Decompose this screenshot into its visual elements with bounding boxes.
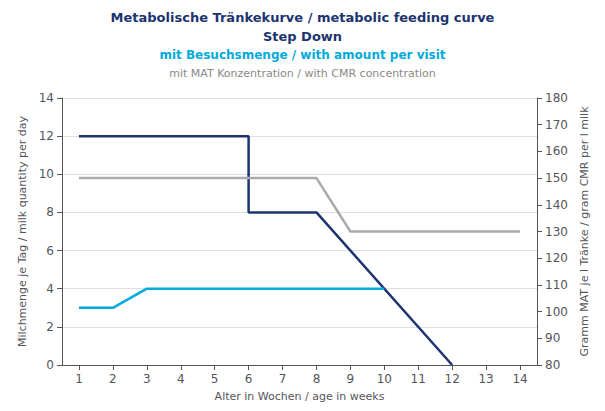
svg-text:Step Down: Step Down bbox=[263, 29, 342, 44]
svg-text:11: 11 bbox=[411, 372, 426, 386]
svg-text:3: 3 bbox=[143, 372, 151, 386]
svg-text:Metabolische Tränkekurve / met: Metabolische Tränkekurve / metabolic fee… bbox=[111, 10, 495, 25]
svg-text:180: 180 bbox=[545, 91, 568, 105]
svg-text:170: 170 bbox=[545, 118, 568, 132]
svg-text:1: 1 bbox=[75, 372, 83, 386]
svg-text:0: 0 bbox=[46, 358, 54, 372]
svg-text:6: 6 bbox=[46, 244, 54, 258]
svg-text:90: 90 bbox=[545, 331, 560, 345]
svg-text:6: 6 bbox=[245, 372, 253, 386]
svg-text:8: 8 bbox=[313, 372, 321, 386]
svg-text:9: 9 bbox=[347, 372, 355, 386]
svg-text:10: 10 bbox=[39, 167, 54, 181]
svg-text:140: 140 bbox=[545, 198, 568, 212]
svg-text:2: 2 bbox=[46, 320, 54, 334]
svg-text:2: 2 bbox=[109, 372, 117, 386]
svg-text:14: 14 bbox=[512, 372, 527, 386]
svg-text:12: 12 bbox=[445, 372, 460, 386]
svg-text:160: 160 bbox=[545, 144, 568, 158]
svg-text:Alter in Wochen / age in weeks: Alter in Wochen / age in weeks bbox=[215, 390, 385, 403]
svg-text:14: 14 bbox=[39, 91, 54, 105]
svg-text:12: 12 bbox=[39, 129, 54, 143]
svg-text:Milchmenge je Tag / milk quant: Milchmenge je Tag / milk quantity per da… bbox=[16, 116, 29, 348]
svg-text:8: 8 bbox=[46, 205, 54, 219]
svg-text:130: 130 bbox=[545, 225, 568, 239]
svg-text:10: 10 bbox=[377, 372, 392, 386]
svg-text:80: 80 bbox=[545, 358, 560, 372]
svg-text:13: 13 bbox=[478, 372, 493, 386]
svg-text:4: 4 bbox=[46, 282, 54, 296]
svg-text:7: 7 bbox=[279, 372, 287, 386]
svg-text:100: 100 bbox=[545, 305, 568, 319]
svg-text:5: 5 bbox=[211, 372, 219, 386]
svg-text:mit MAT Konzentration / with C: mit MAT Konzentration / with CMR concent… bbox=[169, 67, 436, 80]
svg-text:150: 150 bbox=[545, 171, 568, 185]
svg-text:Gramm MAT je l Tränke / gram C: Gramm MAT je l Tränke / gram CMR per l m… bbox=[578, 106, 591, 357]
svg-text:4: 4 bbox=[177, 372, 185, 386]
svg-text:120: 120 bbox=[545, 251, 568, 265]
svg-text:110: 110 bbox=[545, 278, 568, 292]
svg-text:mit Besuchsmenge / with amount: mit Besuchsmenge / with amount per visit bbox=[159, 48, 445, 62]
